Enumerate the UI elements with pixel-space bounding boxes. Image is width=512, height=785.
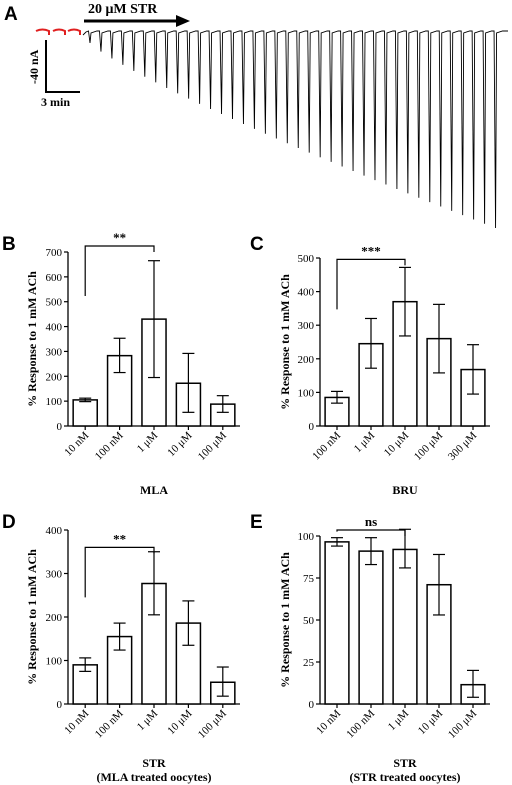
- category-label-d-0: 10 nM: [62, 707, 91, 736]
- y-tick-label-b: 0: [57, 421, 63, 433]
- bar-b-0: [72, 399, 98, 427]
- y-tick-label-d: 0: [57, 699, 63, 711]
- category-label-e-1: 100 nM: [344, 707, 377, 740]
- y-tick-label-b: 200: [46, 371, 63, 383]
- category-label-c-1: 1 μM: [352, 429, 378, 455]
- category-label-b-3: 10 μM: [165, 429, 194, 458]
- y-tick-label-c: 200: [298, 354, 315, 366]
- y-tick-label-d: 400: [46, 525, 63, 537]
- significance-bracket-d: [84, 546, 155, 598]
- y-tick-label-b: 700: [46, 247, 63, 259]
- y-axis-label-d: % Response to 1 mM ACh: [25, 549, 39, 685]
- x-axis-label-b: MLA: [140, 483, 168, 497]
- y-tick-label-e: 25: [303, 657, 315, 669]
- bar-e-2: [392, 548, 418, 705]
- category-label-b-4: 100 μM: [196, 429, 229, 462]
- significance-bracket-e: [336, 529, 406, 536]
- x-axis-label-d: STR: [142, 756, 166, 770]
- panel-d: D 0 100 200 300 400 % Response to 1 mM ACh 10 n…: [2, 512, 240, 784]
- panel-b: B 0 100 200 300 400 500 600 700 % Response to 1 m…: [2, 230, 240, 497]
- scale-time-label: 3 min: [41, 95, 70, 109]
- panel-letter-e: E: [250, 512, 263, 533]
- panel-letter-a: A: [4, 4, 18, 25]
- treatment-arrow: [84, 15, 190, 27]
- category-label-c-2: 10 μM: [382, 429, 411, 458]
- category-label-d-1: 100 nM: [93, 707, 126, 740]
- bar-e-0: [324, 541, 350, 705]
- baseline-mark-0: [35, 28, 50, 35]
- category-label-e-4: 100 μM: [446, 707, 479, 740]
- panel-letter-d: D: [2, 512, 16, 533]
- y-tick-label-d: 300: [46, 569, 63, 581]
- x-axis-sublabel-d: (MLA treated oocytes): [96, 770, 211, 784]
- category-label-e-0: 10 nM: [314, 707, 343, 736]
- y-tick-label-d: 100: [46, 656, 63, 668]
- significance-bracket-b: [84, 245, 155, 296]
- y-tick-label-e: 100: [298, 531, 315, 543]
- y-tick-label-e: 0: [309, 699, 315, 711]
- category-label-d-3: 10 μM: [165, 707, 194, 736]
- y-tick-label-d: 200: [46, 612, 63, 624]
- red-baseline-marks: [35, 28, 81, 35]
- y-tick-label-b: 400: [46, 322, 63, 334]
- category-label-c-4: 300 μM: [446, 429, 479, 462]
- bar-e-1: [358, 550, 384, 705]
- y-tick-label-b: 600: [46, 272, 63, 284]
- significance-label-d: **: [113, 531, 126, 546]
- y-axis-label-e: % Response to 1 mM ACh: [278, 552, 292, 688]
- y-axis-label-b: % Response to 1 mM ACh: [25, 271, 39, 407]
- y-tick-label-c: 100: [298, 387, 315, 399]
- panel-letter-c: C: [250, 234, 264, 255]
- y-tick-label-c: 300: [298, 320, 315, 332]
- significance-label-b: **: [113, 230, 126, 245]
- scale-bar: -40 nA 3 min: [27, 40, 80, 109]
- scale-current-label: -40 nA: [27, 49, 41, 84]
- y-tick-label-e: 75: [303, 573, 315, 585]
- y-tick-label-b: 100: [46, 396, 63, 408]
- category-label-d-2: 1 μM: [135, 707, 161, 733]
- x-axis-label-e: STR: [393, 756, 417, 770]
- panel-letter-b: B: [2, 234, 16, 255]
- y-tick-label-c: 400: [298, 287, 315, 299]
- category-label-b-0: 10 nM: [62, 429, 91, 458]
- y-tick-label-c: 0: [309, 421, 315, 433]
- baseline-mark-2: [67, 28, 81, 35]
- current-trace: [82, 30, 508, 229]
- category-label-c-3: 100 μM: [412, 429, 445, 462]
- bar-d-3: [175, 622, 202, 705]
- x-axis-label-c: BRU: [392, 483, 418, 497]
- category-label-e-3: 10 μM: [416, 707, 445, 736]
- y-tick-label-e: 50: [303, 615, 315, 627]
- significance-bracket-c: [336, 258, 406, 310]
- category-label-b-2: 1 μM: [135, 429, 161, 455]
- significance-label-e: ns: [365, 514, 377, 529]
- x-axis-sublabel-e: (STR treated oocytes): [349, 770, 460, 784]
- treatment-label: 20 μM STR: [88, 2, 158, 17]
- category-label-d-4: 100 μM: [196, 707, 229, 740]
- panel-a: A 20 μM STR -40 nA 3 min: [4, 2, 508, 229]
- y-tick-label-b: 300: [46, 346, 63, 358]
- category-label-b-1: 100 nM: [93, 429, 126, 462]
- panel-c: C 0 100 200 300 400 500 % Response to 1 mM ACh 1…: [250, 234, 490, 497]
- significance-label-c: ***: [361, 243, 381, 258]
- y-tick-label-c: 500: [298, 253, 315, 265]
- y-tick-label-b: 500: [46, 297, 63, 309]
- y-axis-label-c: % Response to 1 mM ACh: [278, 274, 292, 410]
- category-label-c-0: 100 nM: [310, 429, 343, 462]
- category-label-e-2: 1 μM: [386, 707, 412, 733]
- baseline-mark-1: [52, 28, 66, 35]
